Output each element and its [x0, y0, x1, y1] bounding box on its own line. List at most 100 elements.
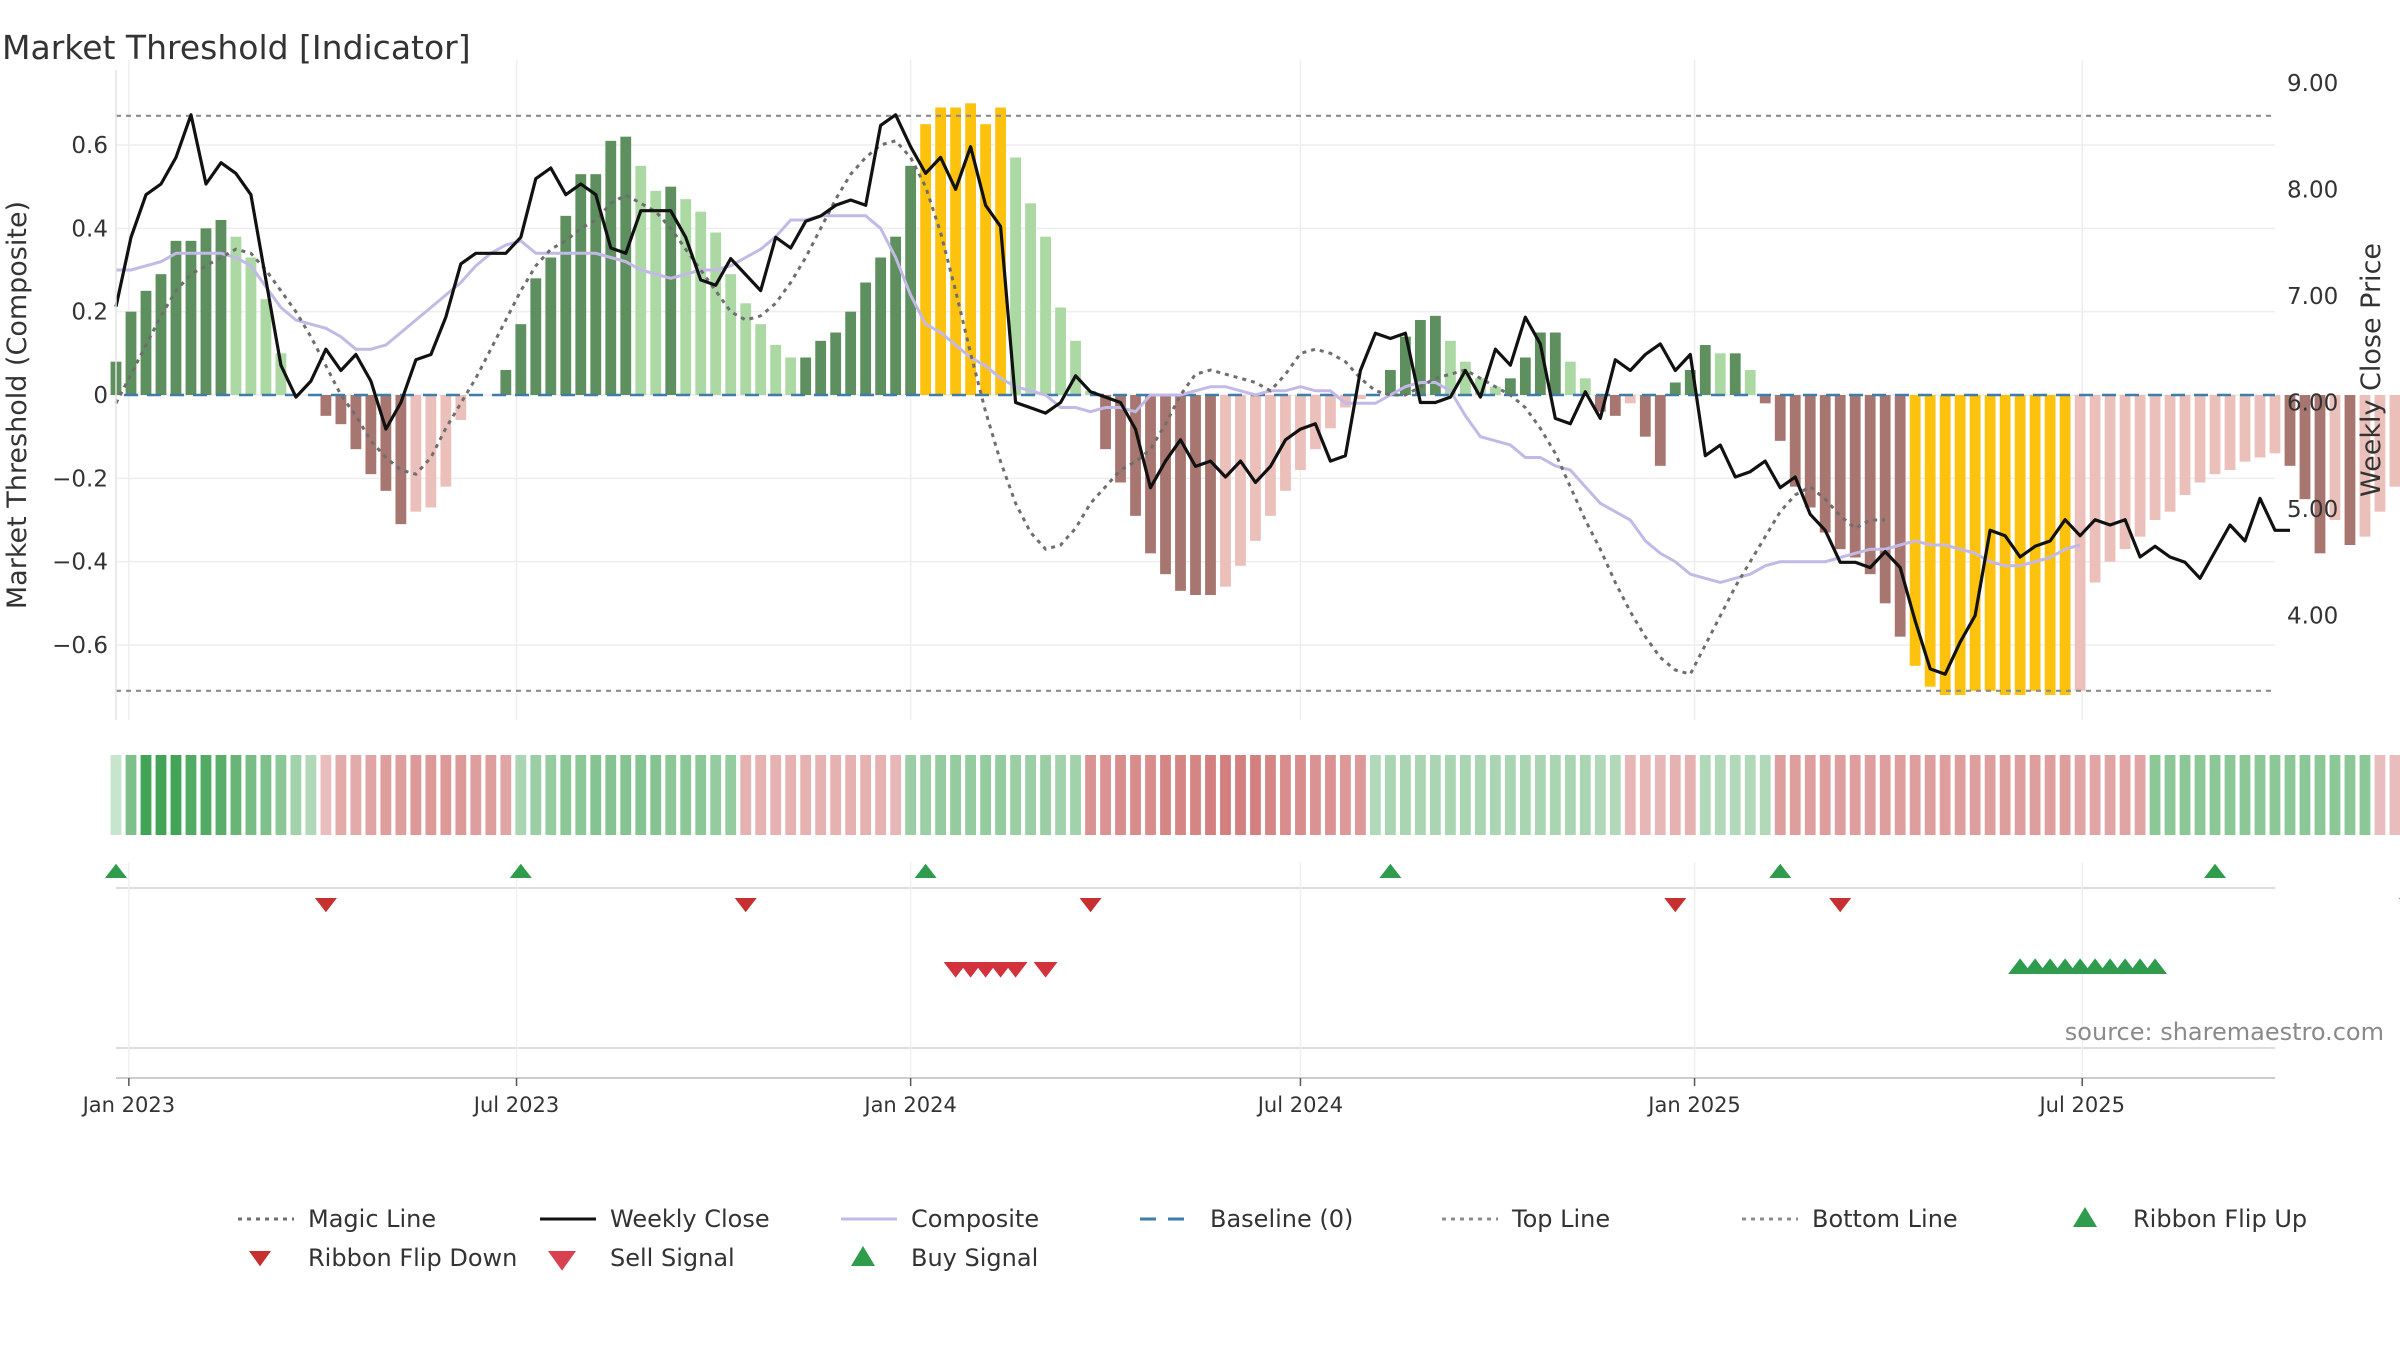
ribbon-cell	[1130, 755, 1141, 835]
composite-bar	[320, 395, 332, 416]
ribbon-cell	[2374, 755, 2386, 835]
composite-bar	[980, 124, 991, 396]
composite-bar	[425, 395, 437, 508]
ribbon-cell	[290, 755, 302, 835]
composite-bar	[1385, 370, 1396, 395]
composite-bar	[1684, 370, 1696, 395]
composite-bar	[140, 290, 152, 395]
ribbon-cell	[1025, 755, 1036, 835]
composite-bar	[365, 395, 377, 475]
composite-bar	[860, 282, 872, 395]
ribbon-cell	[1684, 755, 1696, 835]
ribbon-cell	[680, 755, 692, 835]
ribbon-cell	[110, 755, 122, 835]
composite-bar	[590, 174, 602, 395]
ribbon-cell	[2359, 755, 2371, 835]
composite-bar	[2224, 395, 2236, 470]
ribbon-cell	[2059, 755, 2071, 835]
ribbon-cell	[1265, 755, 1276, 835]
y-right-tick-label: 8.00	[2287, 177, 2338, 203]
composite-bar	[695, 211, 707, 395]
ribbon-cell	[1519, 755, 1531, 835]
composite-bar	[395, 395, 407, 525]
composite-bar	[650, 190, 662, 395]
composite-bar	[935, 107, 947, 395]
ribbon-cell	[890, 755, 902, 835]
ribbon-cell	[485, 755, 497, 835]
composite-bar	[1400, 336, 1411, 395]
ribbon-cell	[740, 755, 752, 835]
ribbon-cell	[920, 755, 932, 835]
composite-bar	[1325, 395, 1336, 429]
composite-bar	[2389, 395, 2400, 487]
composite-bar	[1220, 395, 1231, 587]
ribbon-cell	[695, 755, 707, 835]
composite-bar	[1804, 395, 1816, 508]
ribbon-cell	[1250, 755, 1261, 835]
ribbon-cell	[1414, 755, 1426, 835]
composite-bar	[1459, 361, 1471, 395]
composite-bar	[1160, 395, 1171, 575]
composite-bar	[1040, 236, 1051, 395]
composite-bar	[545, 257, 557, 395]
ribbon-cell	[1145, 755, 1156, 835]
composite-bar	[1265, 395, 1276, 516]
ribbon-cell	[125, 755, 137, 835]
ribbon-cell	[2029, 755, 2041, 835]
ribbon-cell	[1624, 755, 1636, 835]
ribbon-cell	[1549, 755, 1561, 835]
composite-bar	[2089, 395, 2101, 583]
composite-bar	[185, 240, 197, 395]
composite-bar	[1654, 395, 1666, 466]
ribbon-cell	[1489, 755, 1501, 835]
legend-item: Sell Signal	[548, 1244, 735, 1272]
ribbon-cell	[1789, 755, 1801, 835]
legend-swatch-triangle-up	[2073, 1207, 2097, 1227]
composite-bar	[995, 107, 1006, 395]
composite-bar	[1729, 353, 1741, 395]
ribbon-cell	[1759, 755, 1771, 835]
signal-markers	[105, 862, 2400, 1078]
composite-bar	[1025, 203, 1036, 395]
ribbon-cell	[440, 755, 452, 835]
composite-bar	[2014, 395, 2026, 695]
ribbon-cell	[815, 755, 827, 835]
ribbon-cell	[2254, 755, 2266, 835]
x-tick-label: Jul 2025	[2037, 1093, 2124, 1117]
ribbon-cell	[1459, 755, 1471, 835]
ribbon-cell	[725, 755, 737, 835]
composite-bar	[515, 324, 527, 395]
ribbon-cell	[1355, 755, 1366, 835]
ribbon-cell	[1819, 755, 1831, 835]
ribbon-cell	[1534, 755, 1546, 835]
y-left-tick-label: −0.6	[52, 633, 108, 659]
ribbon-cell	[1969, 755, 1981, 835]
composite-bar	[1145, 395, 1156, 554]
composite-bar	[2269, 395, 2281, 454]
ribbon-flip-down-marker	[1079, 898, 1102, 913]
composite-bar	[740, 303, 752, 395]
ribbon-cell	[1205, 755, 1216, 835]
composite-bar	[1519, 357, 1531, 395]
composite-bar	[1414, 320, 1426, 395]
sell-signal-marker	[1003, 962, 1028, 978]
ribbon-flip-up-marker	[509, 863, 532, 878]
ribbon-cell	[470, 755, 482, 835]
y-right-tick-label: 6.00	[2287, 390, 2338, 416]
ribbon-cell	[1984, 755, 1996, 835]
ribbon-cell	[710, 755, 722, 835]
legend-label: Bottom Line	[1812, 1205, 1958, 1233]
ribbon-cell	[905, 755, 917, 835]
chart-title: Market Threshold [Indicator]	[2, 28, 471, 68]
composite-bar	[1669, 382, 1681, 395]
composite-bar	[1549, 332, 1561, 395]
ribbon-cell	[935, 755, 947, 835]
composite-bar	[1834, 395, 1846, 550]
ribbon-cell	[2269, 755, 2281, 835]
composite-bar	[410, 395, 422, 512]
composite-bar	[125, 311, 137, 395]
ribbon-cell	[545, 755, 557, 835]
legend-item: Baseline (0)	[1140, 1205, 1353, 1233]
ribbon-cell	[425, 755, 437, 835]
composite-bar	[1759, 395, 1771, 404]
